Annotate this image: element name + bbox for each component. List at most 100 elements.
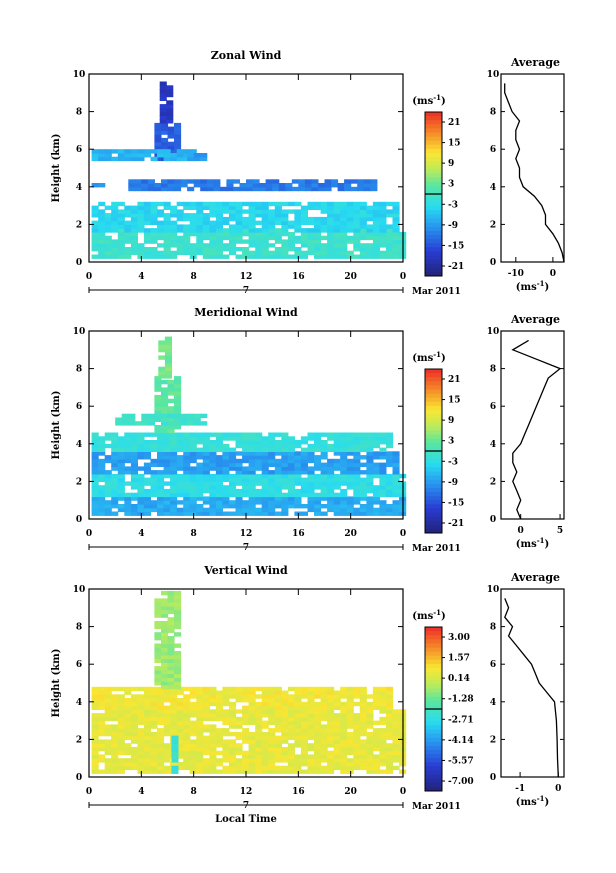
heatmap-cell [386, 705, 394, 710]
heatmap-cell [141, 417, 149, 422]
heatmap-cell [386, 750, 394, 756]
heatmap-cell [281, 470, 289, 475]
heatmap-cell [104, 481, 112, 486]
heatmap-cell [124, 511, 132, 516]
heatmap-cell [176, 701, 184, 707]
heatmap-cell [294, 443, 302, 449]
heatmap-cell [392, 720, 400, 725]
heatmap-cell [163, 496, 171, 501]
heatmap-cell [163, 201, 171, 207]
heatmap-cell [274, 750, 282, 756]
heatmap-cell [261, 762, 269, 767]
heatmap-cell [196, 735, 204, 740]
heatmap-cell [124, 205, 132, 210]
heatmap-cell [242, 201, 250, 207]
heatmap-cell [174, 410, 182, 415]
heatmap-cell [167, 624, 175, 630]
heatmap-cell [268, 436, 276, 441]
profile-x-tick-label: -10 [508, 269, 524, 279]
heatmap-cell [174, 609, 182, 615]
heatmap-cell [163, 743, 171, 748]
heatmap-cell [261, 458, 269, 464]
heatmap-cell [274, 511, 282, 516]
heatmap-cell [143, 205, 151, 210]
heatmap-cell [314, 201, 322, 207]
heatmap-cell [274, 492, 282, 498]
heatmap-cell [183, 713, 191, 718]
heatmap-cell [91, 762, 99, 767]
heatmap-cell [117, 769, 125, 774]
heatmap-cell [111, 765, 119, 771]
heatmap-cell [200, 183, 208, 188]
heatmap-cell [314, 500, 322, 505]
heatmap-cell [281, 728, 289, 733]
heatmap-cell [150, 470, 158, 475]
heatmap-cell [386, 224, 394, 229]
heatmap-cell [320, 750, 328, 756]
heatmap-cell [180, 179, 188, 184]
heatmap-cell [366, 739, 374, 744]
heatmap-cell [196, 705, 204, 710]
heatmap-cell [189, 149, 197, 154]
y-axis-label: Height (km) [51, 391, 62, 460]
heatmap-cell [154, 402, 162, 407]
heatmap-cell [176, 690, 184, 695]
heatmap-cell [157, 485, 165, 490]
heatmap-cell [392, 709, 400, 714]
heatmap-cell [98, 440, 106, 445]
heatmap-cell [171, 750, 179, 756]
heatmap-cell [320, 686, 328, 692]
heatmap-cell [150, 709, 158, 714]
heatmap-cell [143, 250, 151, 256]
heatmap-cell [248, 462, 256, 467]
heatmap-cell [187, 413, 195, 419]
colorbar-segment [425, 668, 442, 673]
heatmap-cell [255, 739, 263, 744]
heatmap-cell [248, 213, 256, 218]
heatmap-cell [183, 720, 191, 725]
heatmap-cell [176, 698, 184, 703]
heatmap-cell [189, 436, 197, 441]
heatmap-cell [274, 254, 282, 259]
heatmap-cell [200, 186, 208, 192]
heatmap-cell [111, 149, 119, 154]
heatmap-cell [379, 432, 387, 437]
heatmap-cell [386, 511, 394, 516]
heatmap-cell [111, 701, 119, 707]
heatmap-cell [314, 254, 322, 259]
heatmap-cell [124, 481, 132, 486]
heatmap-cell [333, 239, 341, 244]
heatmap-cell [124, 713, 132, 718]
heatmap-cell [157, 750, 165, 756]
heatmap-cell [143, 709, 151, 714]
heatmap-cell [137, 765, 145, 771]
heatmap-cell [333, 209, 341, 214]
heatmap-cell [255, 511, 263, 516]
heatmap-cell [196, 731, 204, 737]
heatmap-cell [163, 754, 171, 759]
heatmap-cell [314, 462, 322, 467]
heatmap-cell [366, 216, 374, 222]
heatmap-cell [333, 436, 341, 441]
heatmap-cell [163, 224, 171, 229]
heatmap-cell [274, 724, 282, 729]
heatmap-cell [215, 701, 223, 707]
heatmap-cell [176, 728, 184, 733]
heatmap-cell [174, 605, 182, 611]
heatmap-cell [98, 485, 106, 490]
heatmap-cell [117, 156, 125, 162]
heatmap-cell [137, 156, 145, 162]
heatmap-cell [314, 216, 322, 222]
heatmap-cell [386, 247, 394, 252]
heatmap-cell [209, 254, 217, 259]
heatmap-cell [167, 681, 175, 686]
heatmap-cell [287, 470, 295, 475]
heatmap-cell [215, 735, 223, 740]
heatmap-cell [209, 731, 217, 737]
colorbar-segment [425, 786, 442, 792]
heatmap-cell [320, 690, 328, 695]
heatmap-cell [242, 432, 250, 437]
heatmap-cell [222, 231, 230, 237]
heatmap-cell [189, 762, 197, 767]
heatmap-cell [320, 481, 328, 486]
